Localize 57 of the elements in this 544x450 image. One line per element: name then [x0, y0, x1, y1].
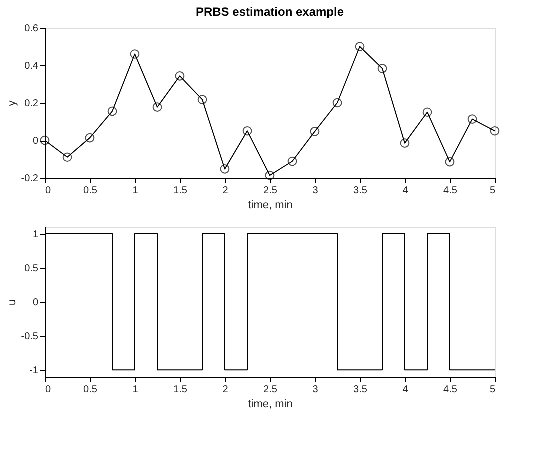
y-tick-label: 0.5	[24, 263, 39, 274]
y-tick-label: 0.6	[24, 24, 39, 34]
point	[130, 50, 140, 59]
x-tick-label: 5	[490, 186, 496, 196]
x-tick-label: 3	[312, 384, 319, 396]
y-axis-title: u	[6, 299, 18, 306]
point	[85, 133, 95, 143]
x-tick-label: 0.5	[84, 384, 98, 396]
x-tick-label: 3.5	[354, 384, 368, 396]
x-tick-label: 0	[46, 384, 52, 396]
point	[62, 152, 72, 162]
y-tick-label: 0	[32, 298, 39, 308]
point	[152, 102, 162, 112]
point	[332, 98, 342, 108]
point	[468, 114, 478, 124]
chart-title: PRBS estimation example	[196, 5, 344, 19]
point	[400, 138, 410, 148]
y-tick-label: 0	[32, 136, 39, 147]
x-tick-label: 4.5	[444, 384, 458, 396]
point	[355, 42, 365, 52]
x-tick-label: 1.5	[174, 384, 188, 396]
y-tick-label: -0.2	[21, 174, 39, 184]
point	[310, 127, 320, 136]
x-tick-label: 4	[402, 384, 409, 396]
x-tick-label: 4.5	[444, 186, 458, 196]
x-tick-label: 1	[132, 186, 139, 196]
point	[490, 126, 500, 136]
point	[220, 164, 230, 174]
x-tick-label: 2.5	[264, 384, 278, 396]
x-tick-label: 2	[222, 186, 229, 196]
x-tick-label: 4	[402, 186, 409, 196]
y-tick-label: 1	[32, 229, 39, 240]
x-tick-label: 2	[222, 384, 229, 396]
x-tick-label: 2.5	[264, 186, 278, 196]
x-tick-label: 0	[46, 186, 52, 196]
y-tick-label: -1	[30, 366, 39, 377]
y-tick-label: -0.5	[21, 332, 39, 343]
x-tick-label: 1	[132, 384, 139, 396]
x-tick-label: 5	[490, 384, 496, 396]
point	[288, 156, 298, 166]
point	[378, 64, 388, 74]
point	[445, 157, 455, 167]
x-tick-label: 0.5	[84, 186, 98, 196]
point	[175, 72, 185, 81]
point	[265, 170, 275, 180]
x-axis-title: time, min	[248, 200, 293, 212]
x-tick-label: 3.5	[354, 186, 368, 196]
point	[242, 126, 252, 136]
point	[422, 108, 432, 118]
point	[108, 106, 118, 116]
y-tick-label: 0.2	[24, 98, 39, 110]
y-axis-title: y	[6, 100, 18, 106]
x-tick-label: 3	[312, 186, 319, 196]
x-tick-label: 1.5	[174, 186, 188, 196]
point	[198, 95, 208, 104]
x-axis-title: time, min	[248, 398, 293, 410]
y-tick-label: 0.4	[24, 61, 39, 72]
